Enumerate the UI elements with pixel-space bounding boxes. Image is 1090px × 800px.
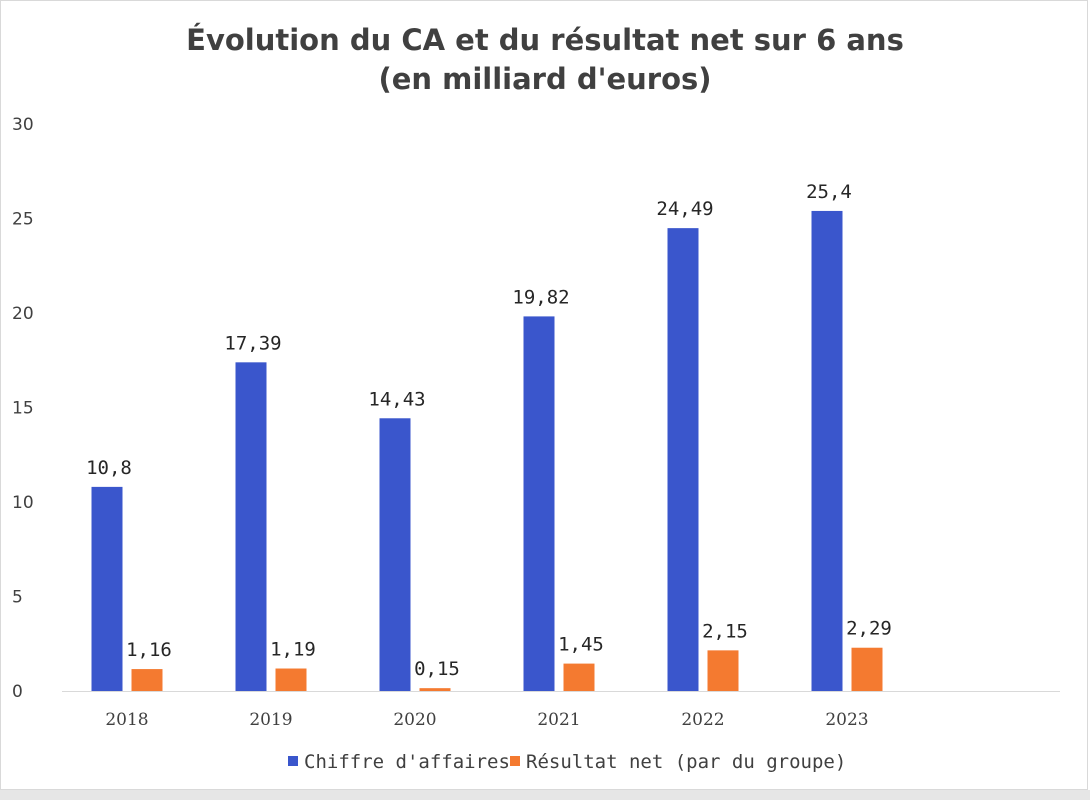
data-label: 17,39 xyxy=(224,332,281,354)
legend-label: Chiffre d'affaires xyxy=(304,751,510,773)
bar-chiffre-affaires xyxy=(235,362,267,691)
bar-resultat-net xyxy=(131,669,163,691)
bar-chiffre-affaires xyxy=(523,316,555,691)
bar-chiffre-affaires xyxy=(91,486,123,691)
data-label: 14,43 xyxy=(368,388,425,410)
bar-chiffre-affaires xyxy=(379,418,411,691)
bottom-strip xyxy=(0,790,1090,800)
chart-title-line-2: (en milliard d'euros) xyxy=(378,62,711,96)
data-label: 0,15 xyxy=(414,658,460,680)
data-labels: 10,8 17,39 14,43 19,82 24,49 25,4 1,16 1,19 0,15… xyxy=(86,181,892,680)
y-tick-label: 20 xyxy=(12,304,34,324)
x-tick-label: 2020 xyxy=(393,710,436,730)
bar-resultat-net xyxy=(275,668,307,691)
data-label: 19,82 xyxy=(512,286,569,308)
x-tick-label: 2023 xyxy=(825,710,868,730)
x-axis: 2018 2019 2020 2021 2022 2023 xyxy=(62,691,1060,730)
data-label: 10,8 xyxy=(86,457,132,479)
data-label: 1,19 xyxy=(270,639,316,661)
x-tick-label: 2019 xyxy=(249,710,292,730)
x-tick-label: 2021 xyxy=(537,710,580,730)
data-label: 1,45 xyxy=(558,634,604,656)
x-tick-label: 2022 xyxy=(681,710,724,730)
data-label: 24,49 xyxy=(656,198,713,220)
y-tick-label: 5 xyxy=(12,588,23,608)
legend: Chiffre d'affaires Résultat net (par du g… xyxy=(288,751,846,773)
y-axis: 0 5 10 15 20 25 30 xyxy=(12,115,34,702)
y-tick-label: 25 xyxy=(12,210,34,230)
y-tick-label: 15 xyxy=(12,399,34,419)
chart-title-line-1: Évolution du CA et du résultat net sur 6… xyxy=(186,23,904,57)
y-tick-label: 10 xyxy=(12,493,34,513)
bar-resultat-net xyxy=(419,688,451,691)
data-label: 2,15 xyxy=(702,620,748,642)
legend-label: Résultat net (par du groupe) xyxy=(526,751,846,773)
bar-chiffre-affaires xyxy=(811,210,843,691)
bar-resultat-net xyxy=(563,663,595,691)
legend-swatch xyxy=(510,756,520,766)
x-tick-label: 2018 xyxy=(105,710,148,730)
bars xyxy=(91,210,883,691)
data-label: 2,29 xyxy=(846,618,892,640)
bar-resultat-net xyxy=(707,650,739,691)
bar-resultat-net xyxy=(851,647,883,691)
bar-chiffre-affaires xyxy=(667,228,699,691)
y-tick-label: 30 xyxy=(12,115,34,135)
data-label: 1,16 xyxy=(126,639,172,661)
y-tick-label: 0 xyxy=(12,682,23,702)
data-label: 25,4 xyxy=(806,181,852,203)
legend-swatch xyxy=(288,756,298,766)
